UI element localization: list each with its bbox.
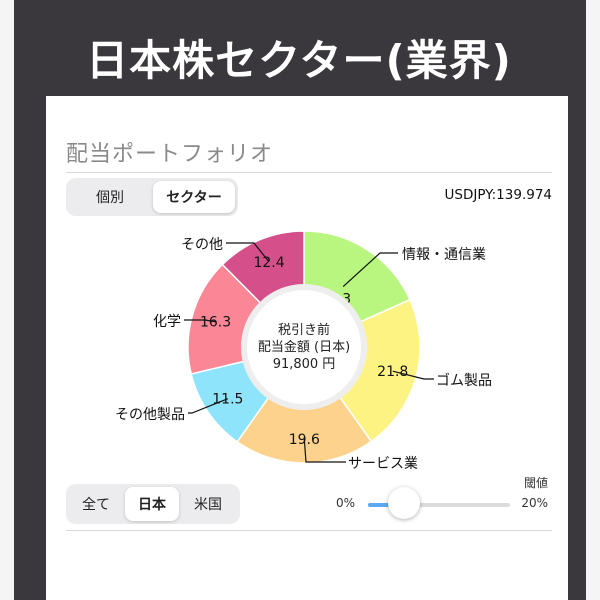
slice-value-label: 21.8 (377, 364, 408, 380)
center-line-2: 配当金額 (日本) (257, 340, 351, 355)
slider-track[interactable] (368, 503, 510, 507)
slice-category-label: ゴム製品 (436, 372, 492, 389)
slice-value-label: 11.5 (212, 392, 243, 408)
slider-thumb[interactable] (388, 487, 420, 519)
slice-category-label: その他製品 (115, 407, 185, 423)
center-total: 91,800 円 (272, 357, 336, 372)
view-toggle-sector[interactable]: セクター (153, 181, 235, 213)
slice-value-label: 16.3 (200, 315, 231, 331)
threshold-label: 閾値 (523, 476, 548, 490)
section-title: 配当ポートフォリオ (66, 142, 274, 167)
slice-category-label: 情報・通信業 (402, 247, 486, 263)
market-toggle: 全て 日本 米国 (66, 484, 240, 524)
threshold-max-label: 20% (521, 496, 548, 510)
view-toggle: 個別 セクター (66, 178, 238, 216)
market-toggle-japan[interactable]: 日本 (125, 487, 179, 521)
banner-title: 日本株セクター(業界) (86, 35, 512, 85)
market-toggle-us[interactable]: 米国 (194, 497, 222, 513)
leader-line (184, 319, 216, 323)
threshold-slider: 閾値 0% 20% (334, 470, 554, 520)
fx-rate: USDJPY:139.974 (444, 187, 553, 203)
leader-line (392, 370, 434, 380)
leader-line (303, 438, 346, 463)
slice-category-label: 化学 (153, 314, 181, 330)
donut-hole (241, 284, 367, 410)
slice-value-label: 12.4 (253, 255, 284, 271)
leader-line (342, 252, 398, 288)
leader-line (188, 398, 229, 414)
center-line-1: 税引き前 (277, 323, 330, 338)
leader-line (226, 242, 270, 263)
threshold-min-label: 0% (336, 496, 356, 510)
slider-track-fill (368, 503, 404, 507)
view-toggle-individual[interactable]: 個別 (96, 190, 124, 206)
banner: 日本株セクター(業界) (34, 18, 564, 96)
slice-category-label: その他 (181, 237, 223, 253)
divider (66, 172, 552, 173)
market-toggle-all[interactable]: 全て (82, 497, 110, 513)
slice-category-label: サービス業 (348, 456, 418, 472)
chart-center-label: 税引き前 配当金額 (日本) 91,800 円 (242, 322, 366, 373)
divider-bottom (66, 530, 552, 531)
